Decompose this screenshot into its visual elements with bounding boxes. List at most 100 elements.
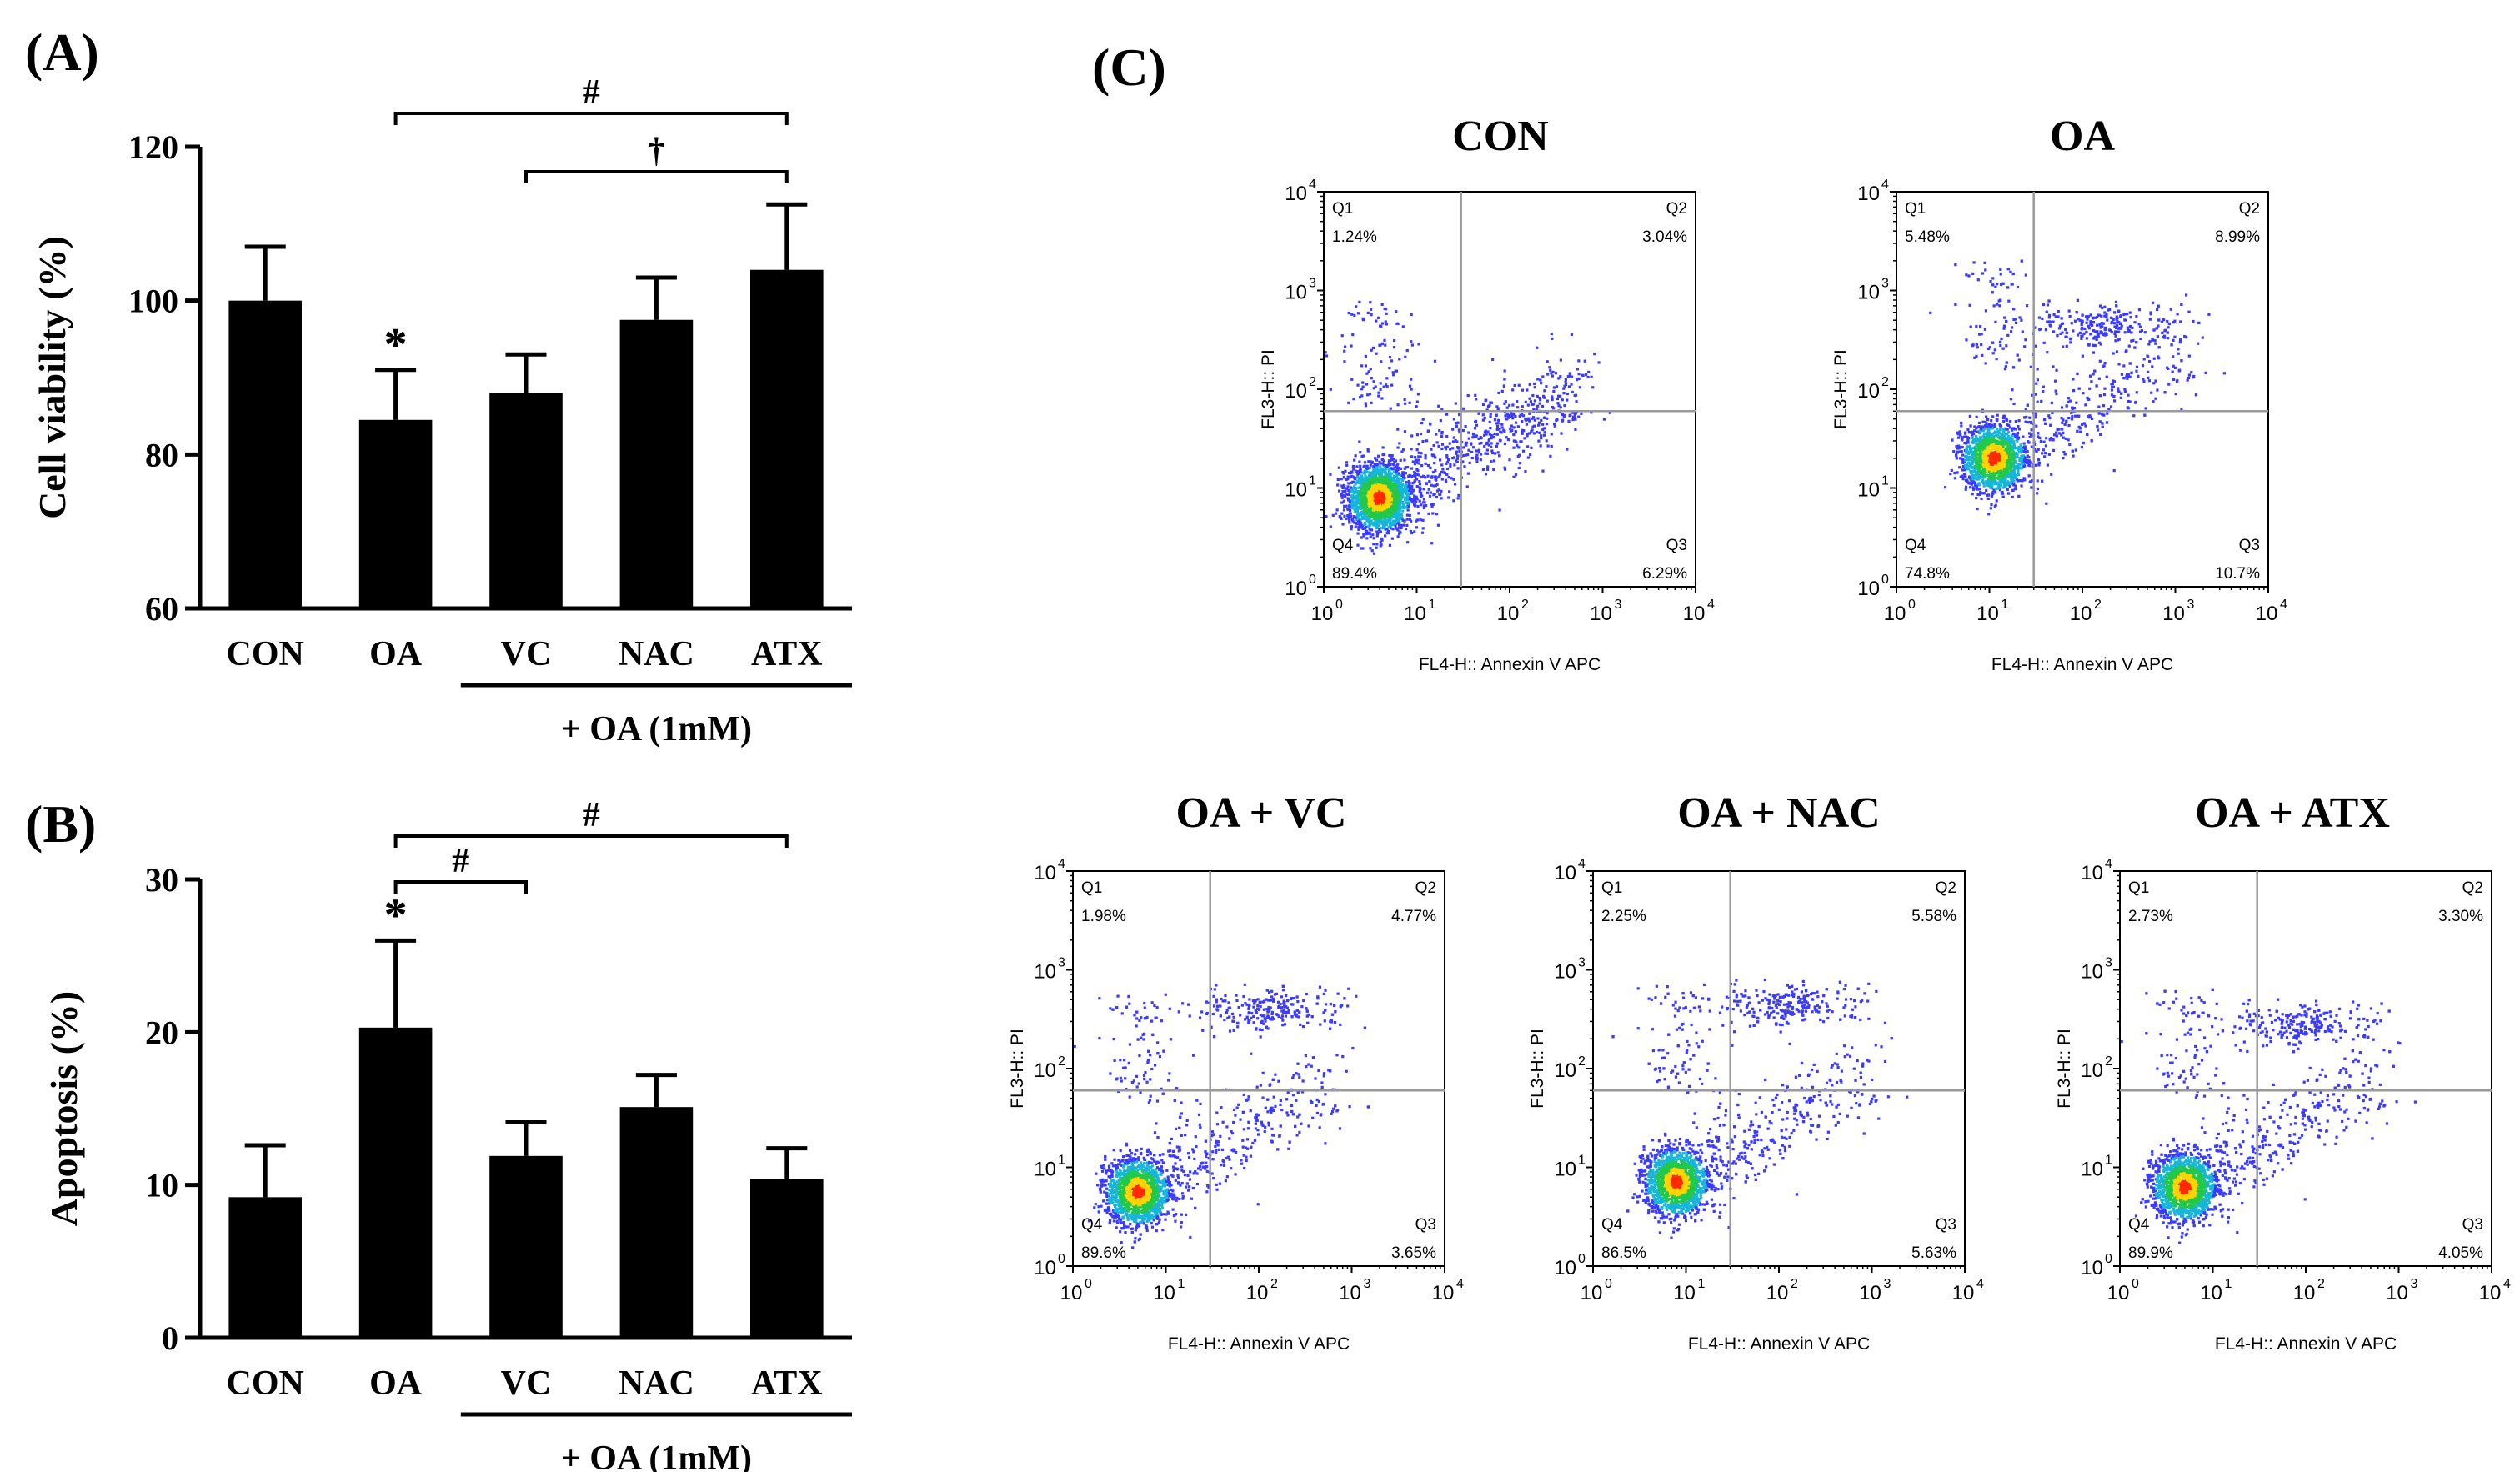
event-dot <box>1994 491 1997 494</box>
event-dot <box>1418 499 1421 503</box>
event-dot <box>2128 324 2132 328</box>
event-dot <box>1973 445 1976 448</box>
event-dot <box>2062 457 2065 460</box>
event-dot <box>1475 455 1478 458</box>
event-dot <box>1385 308 1388 311</box>
event-dot <box>1506 438 1510 442</box>
event-dot <box>1381 491 1385 495</box>
event-dot <box>1551 370 1555 374</box>
significance-star: * <box>384 889 408 941</box>
event-dot <box>1354 495 1357 498</box>
event-dot <box>1401 325 1405 328</box>
event-dot <box>1541 404 1545 408</box>
event-dot <box>1566 398 1569 402</box>
event-dot <box>1356 470 1360 473</box>
event-dot <box>1402 475 1405 479</box>
event-dot <box>1404 498 1407 502</box>
event-dot <box>1376 515 1380 518</box>
event-dot <box>2126 377 2129 380</box>
event-dot <box>2009 468 2012 473</box>
event-dot <box>2001 490 2004 494</box>
event-dot <box>1385 495 1390 498</box>
event-dot <box>2063 453 2067 456</box>
event-dot <box>1511 417 1515 420</box>
event-dot <box>1551 337 1554 340</box>
event-dot <box>1375 496 1378 499</box>
event-dot <box>1537 421 1541 424</box>
event-dot <box>2153 339 2157 343</box>
event-dot <box>1359 491 1363 494</box>
event-dot <box>1350 344 1353 348</box>
event-dot <box>1502 384 1506 388</box>
event-dot <box>1381 504 1385 508</box>
event-dot <box>1359 451 1362 454</box>
event-dot <box>1992 432 1996 435</box>
event-dot <box>1399 499 1402 503</box>
event-dot <box>2077 318 2080 321</box>
event-dot <box>1514 415 1517 418</box>
event-dot <box>2042 303 2046 307</box>
event-dot <box>1505 412 1509 416</box>
event-dot <box>1417 443 1420 446</box>
event-dot <box>1357 481 1360 484</box>
event-dot <box>2052 365 2055 368</box>
event-dot <box>2172 378 2176 381</box>
event-dot <box>2149 313 2152 316</box>
event-dot <box>1404 505 1408 509</box>
event-dot <box>1972 438 1976 442</box>
event-dot <box>1402 503 1405 507</box>
event-dot <box>1491 451 1495 455</box>
event-dot <box>1404 496 1407 499</box>
event-dot <box>1993 423 1996 426</box>
event-dot <box>2019 457 2023 460</box>
event-dot <box>1364 485 1367 489</box>
event-dot <box>1517 383 1521 387</box>
event-dot <box>1426 429 1430 433</box>
event-dot <box>1965 338 1968 342</box>
event-dot <box>1430 448 1433 451</box>
event-dot <box>2025 415 2028 419</box>
event-dot <box>1511 403 1515 407</box>
event-dot <box>2010 326 2014 329</box>
event-dot <box>2103 333 2107 337</box>
event-dot <box>1351 519 1355 523</box>
event-dot <box>1357 486 1360 489</box>
event-dot <box>1504 400 1507 403</box>
event-dot <box>1374 498 1378 502</box>
event-dot <box>1555 385 1559 388</box>
event-dot <box>1475 398 1478 401</box>
event-dot <box>2034 393 2037 396</box>
event-dot <box>1461 460 1465 463</box>
event-dot <box>1525 418 1528 422</box>
event-dot <box>1344 489 1347 493</box>
event-dot <box>2201 336 2204 339</box>
event-dot <box>1441 468 1445 471</box>
event-dot <box>1360 485 1364 488</box>
event-dot <box>2080 337 2083 340</box>
event-dot <box>1380 303 1384 306</box>
event-dot <box>1510 428 1514 432</box>
event-dot <box>2107 308 2110 312</box>
event-dot <box>1570 375 1574 378</box>
event-dot <box>1421 518 1425 522</box>
event-dot <box>1427 512 1430 515</box>
event-dot <box>2003 443 2006 446</box>
event-dot <box>1985 422 1988 425</box>
event-dot <box>1365 498 1368 502</box>
event-dot <box>1388 523 1392 528</box>
event-dot <box>1397 523 1401 526</box>
event-dot <box>1497 391 1500 394</box>
event-dot <box>1983 328 1987 331</box>
event-dot <box>2011 463 2016 467</box>
event-dot <box>1536 404 1540 408</box>
event-dot <box>1387 525 1390 529</box>
event-dot <box>2029 433 2033 437</box>
event-dot <box>1996 464 2000 468</box>
event-dot <box>1373 483 1377 487</box>
event-dot <box>1540 437 1543 440</box>
event-dot <box>1354 501 1357 504</box>
event-dot <box>1550 433 1553 436</box>
event-dot <box>1367 474 1371 478</box>
event-dot <box>1361 504 1365 508</box>
